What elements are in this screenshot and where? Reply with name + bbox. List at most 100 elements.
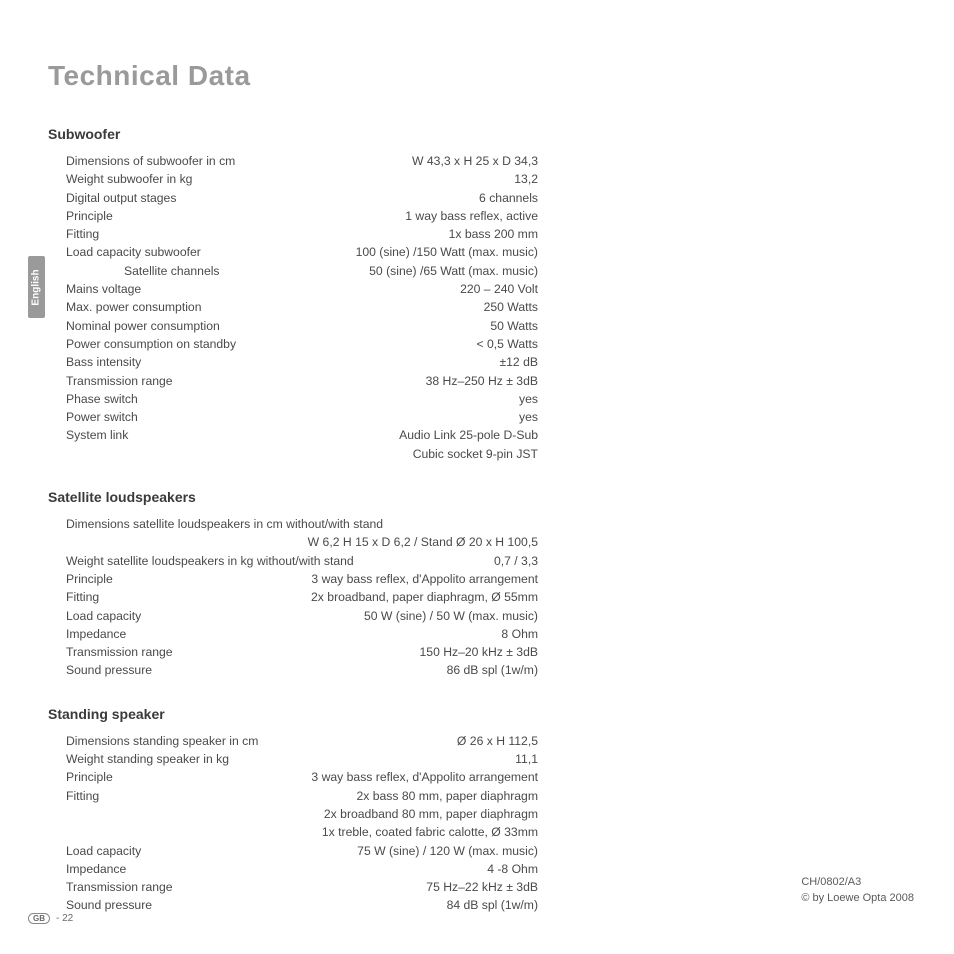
spec-value: yes [138, 408, 538, 426]
spec-row: Principle3 way bass reflex, d'Appolito a… [48, 768, 538, 786]
spec-row: System linkAudio Link 25-pole D-Sub [48, 426, 538, 444]
spec-value: Cubic socket 9-pin JST [69, 445, 538, 463]
spec-label: Nominal power consumption [66, 317, 220, 335]
content-area: SubwooferDimensions of subwoofer in cmW … [48, 120, 538, 941]
spec-row: Principle1 way bass reflex, active [48, 207, 538, 225]
footer-left: GB - 22 [28, 913, 73, 924]
spec-value: 1x treble, coated fabric calotte, Ø 33mm [69, 823, 538, 841]
spec-label: Power consumption on standby [66, 335, 236, 353]
spec-label: Digital output stages [66, 189, 176, 207]
spec-value: yes [138, 390, 538, 408]
spec-value: 50 Watts [220, 317, 538, 335]
spec-label: Dimensions of subwoofer in cm [66, 152, 235, 170]
spec-label: Weight standing speaker in kg [66, 750, 229, 768]
spec-label: Satellite channels [66, 262, 220, 280]
spec-label: Transmission range [66, 372, 173, 390]
spec-value: Audio Link 25-pole D-Sub [128, 426, 538, 444]
spec-label: Principle [66, 570, 113, 588]
spec-row: Fitting2x bass 80 mm, paper diaphragm [48, 787, 538, 805]
spec-row: Transmission range38 Hz–250 Hz ± 3dB [48, 372, 538, 390]
spec-label: Phase switch [66, 390, 138, 408]
spec-label: Mains voltage [66, 280, 141, 298]
spec-row: Weight subwoofer in kg13,2 [48, 170, 538, 188]
spec-value: 84 dB spl (1w/m) [152, 896, 538, 914]
section-heading: Satellite loudspeakers [48, 489, 538, 505]
spec-label: Principle [66, 207, 113, 225]
spec-label: Load capacity [66, 607, 141, 625]
spec-value: 150 Hz–20 kHz ± 3dB [173, 643, 538, 661]
spec-value: 2x broadband, paper diaphragm, Ø 55mm [99, 588, 538, 606]
spec-row: Max. power consumption250 Watts [48, 298, 538, 316]
spec-value: 75 Hz–22 kHz ± 3dB [173, 878, 538, 896]
spec-label: Max. power consumption [66, 298, 201, 316]
spec-row: Power consumption on standby< 0,5 Watts [48, 335, 538, 353]
spec-row: Dimensions standing speaker in cmØ 26 x … [48, 732, 538, 750]
spec-label: Fitting [66, 787, 99, 805]
section-heading: Standing speaker [48, 706, 538, 722]
spec-value: 50 (sine) /65 Watt (max. music) [220, 262, 538, 280]
spec-value: 50 W (sine) / 50 W (max. music) [141, 607, 538, 625]
spec-value: 1 way bass reflex, active [113, 207, 538, 225]
spec-label: Transmission range [66, 643, 173, 661]
spec-value: Ø 26 x H 112,5 [258, 732, 538, 750]
spec-row: Phase switchyes [48, 390, 538, 408]
spec-label: Load capacity subwoofer [66, 243, 201, 261]
spec-label: Dimensions standing speaker in cm [66, 732, 258, 750]
spec-value: 1x bass 200 mm [99, 225, 538, 243]
spec-row: Cubic socket 9-pin JST [48, 445, 538, 463]
spec-label: Principle [66, 768, 113, 786]
spec-value: < 0,5 Watts [236, 335, 538, 353]
spec-row: Weight standing speaker in kg11,1 [48, 750, 538, 768]
spec-row: Dimensions satellite loudspeakers in cm … [48, 515, 538, 533]
spec-label: Transmission range [66, 878, 173, 896]
spec-label: Weight subwoofer in kg [66, 170, 192, 188]
spec-row: Principle3 way bass reflex, d'Appolito a… [48, 570, 538, 588]
spec-value: 250 Watts [201, 298, 538, 316]
doc-code: CH/0802/A3 [801, 875, 914, 890]
spec-label: Power switch [66, 408, 138, 426]
spec-row: W 6,2 H 15 x D 6,2 / Stand Ø 20 x H 100,… [48, 533, 538, 551]
spec-row: Transmission range150 Hz–20 kHz ± 3dB [48, 643, 538, 661]
spec-row: Dimensions of subwoofer in cmW 43,3 x H … [48, 152, 538, 170]
language-tab-label: English [31, 269, 42, 305]
page-number: - 22 [56, 913, 73, 924]
spec-row: Transmission range75 Hz–22 kHz ± 3dB [48, 878, 538, 896]
spec-value: 2x broadband 80 mm, paper diaphragm [69, 805, 538, 823]
spec-value: 4 -8 Ohm [126, 860, 538, 878]
spec-row: Impedance8 Ohm [48, 625, 538, 643]
copyright: © by Loewe Opta 2008 [801, 891, 914, 906]
language-tab: English [28, 256, 45, 318]
spec-value: 100 (sine) /150 Watt (max. music) [201, 243, 538, 261]
spec-row: Impedance4 -8 Ohm [48, 860, 538, 878]
spec-row: Power switchyes [48, 408, 538, 426]
spec-section: Standing speaker Dimensions standing spea… [48, 706, 538, 915]
spec-value: ±12 dB [141, 353, 538, 371]
spec-value: 11,1 [229, 750, 538, 768]
spec-value: 6 channels [176, 189, 538, 207]
spec-label: Impedance [66, 625, 126, 643]
spec-label: Fitting [66, 225, 99, 243]
spec-value: 13,2 [192, 170, 538, 188]
spec-row: Fitting2x broadband, paper diaphragm, Ø … [48, 588, 538, 606]
spec-label: Dimensions satellite loudspeakers in cm … [66, 515, 383, 533]
spec-row: Load capacity50 W (sine) / 50 W (max. mu… [48, 607, 538, 625]
spec-value: 8 Ohm [126, 625, 538, 643]
spec-row: Fitting1x bass 200 mm [48, 225, 538, 243]
spec-value: W 6,2 H 15 x D 6,2 / Stand Ø 20 x H 100,… [69, 533, 538, 551]
spec-value: 86 dB spl (1w/m) [152, 661, 538, 679]
spec-row: Sound pressure86 dB spl (1w/m) [48, 661, 538, 679]
spec-label: Weight satellite loudspeakers in kg with… [66, 552, 354, 570]
spec-value: 3 way bass reflex, d'Appolito arrangemen… [113, 570, 538, 588]
spec-value [383, 515, 538, 533]
page-country-badge: GB [28, 913, 50, 924]
spec-value: 3 way bass reflex, d'Appolito arrangemen… [113, 768, 538, 786]
spec-label: System link [66, 426, 128, 444]
spec-value: 220 – 240 Volt [141, 280, 538, 298]
spec-value: 2x bass 80 mm, paper diaphragm [99, 787, 538, 805]
spec-row: Satellite channels50 (sine) /65 Watt (ma… [48, 262, 538, 280]
spec-row: Nominal power consumption50 Watts [48, 317, 538, 335]
spec-value: 0,7 / 3,3 [354, 552, 538, 570]
page-title: Technical Data [48, 60, 251, 92]
spec-row: Load capacity subwoofer100 (sine) /150 W… [48, 243, 538, 261]
spec-value: 38 Hz–250 Hz ± 3dB [173, 372, 538, 390]
